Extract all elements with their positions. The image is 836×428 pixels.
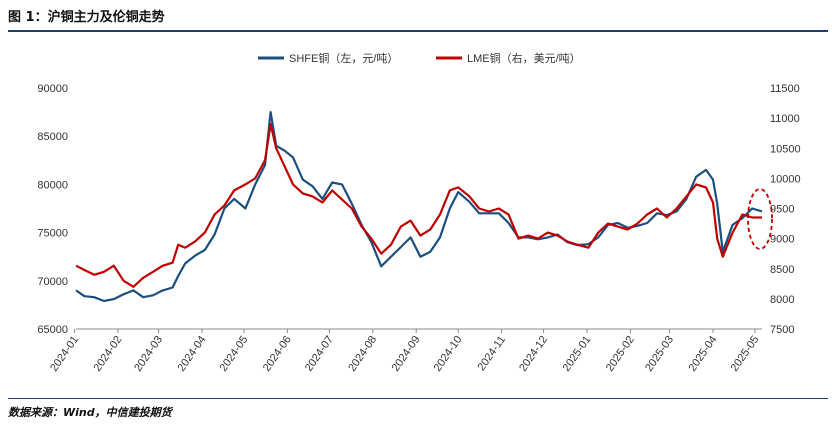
y-right-tick-label: 10000 xyxy=(770,173,801,185)
chart-legend: SHFE铜（左，元/吨） LME铜（右，美元/吨） xyxy=(258,51,581,65)
x-axis: 2024-01 2024-02 2024-03 2024-04 2024-05 2024-… xyxy=(48,328,762,374)
y-right-tick-label: 11000 xyxy=(770,113,800,125)
y-left-tick-label: 70000 xyxy=(37,276,68,288)
x-tick-label: 2024-12 xyxy=(517,334,550,374)
series-lines xyxy=(75,111,763,303)
x-tick-label: 2024-04 xyxy=(175,334,208,374)
highlight-ellipse xyxy=(747,188,773,250)
y-left-tick-label: 75000 xyxy=(37,228,68,240)
x-tick-label: 2024-11 xyxy=(476,334,509,373)
x-tick-label: 2025-04 xyxy=(686,334,719,374)
y-left-tick-label: 80000 xyxy=(37,179,68,191)
y-right-tick-label: 9500 xyxy=(770,204,794,216)
shfe-line xyxy=(75,111,763,303)
x-tick-label: 2024-09 xyxy=(390,334,423,374)
x-tick-label: 2024-01 xyxy=(48,334,81,374)
y-axis-left: 65000 70000 75000 80000 85000 90000 xyxy=(37,83,68,336)
source-note: 数据来源：Wind，中信建投期货 xyxy=(8,406,172,419)
annotations xyxy=(747,188,773,250)
y-left-tick-label: 85000 xyxy=(37,131,68,143)
y-left-tick-label: 90000 xyxy=(37,83,68,95)
y-right-tick-label: 10500 xyxy=(770,143,801,155)
y-right-tick-label: 11500 xyxy=(770,83,800,95)
x-tick-label: 2025-01 xyxy=(560,334,593,374)
lme-line xyxy=(75,123,762,288)
x-tick-label: 2025-02 xyxy=(604,334,637,374)
y-right-tick-label: 9000 xyxy=(770,234,794,246)
legend-label: SHFE铜（左，元/吨） xyxy=(289,51,398,65)
x-tick-label: 2024-03 xyxy=(132,334,165,374)
x-tick-label: 2025-03 xyxy=(643,334,676,374)
x-tick-label: 2024-02 xyxy=(91,334,124,374)
x-tick-label: 2024-07 xyxy=(303,334,336,374)
footer-divider xyxy=(8,398,828,399)
x-tick-label: 2024-06 xyxy=(261,334,294,374)
title-divider xyxy=(8,30,828,32)
y-left-tick-label: 65000 xyxy=(37,324,68,336)
y-right-tick-label: 7500 xyxy=(770,324,794,336)
figure-title: 图 1：沪铜主力及伦铜走势 xyxy=(8,10,165,25)
x-tick-label: 2024-10 xyxy=(432,334,465,374)
x-tick-label: 2024-05 xyxy=(217,334,250,374)
x-tick-label: 2025-05 xyxy=(728,334,761,374)
legend-label: LME铜（右，美元/吨） xyxy=(467,51,581,65)
y-axis-right: 7500 8000 8500 9000 9500 10000 10500 11000 11500 xyxy=(770,83,801,336)
x-tick-label: 2024-08 xyxy=(346,334,379,374)
y-right-tick-label: 8000 xyxy=(770,294,794,306)
y-right-tick-label: 8500 xyxy=(770,264,794,276)
